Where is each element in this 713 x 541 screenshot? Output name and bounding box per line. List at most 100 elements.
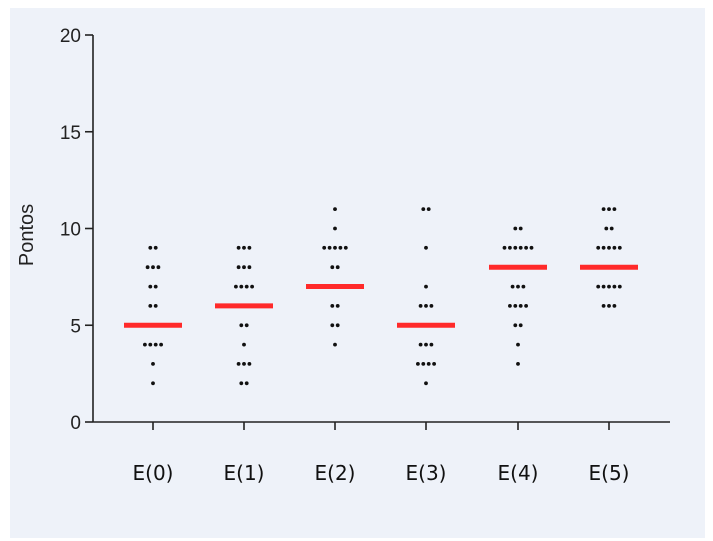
data-point (596, 245, 601, 250)
data-point (333, 342, 337, 347)
data-point (242, 245, 246, 250)
data-point (333, 226, 337, 231)
data-point (424, 284, 428, 289)
data-point (607, 207, 611, 212)
data-point (156, 265, 161, 270)
data-point (242, 342, 246, 347)
data-point (148, 245, 153, 250)
data-point (516, 342, 520, 347)
data-point (247, 265, 252, 270)
y-tick-labels: 0 5 10 15 20 (60, 26, 81, 434)
data-point (612, 284, 617, 289)
data-point (330, 304, 335, 308)
median-lines (124, 264, 638, 328)
data-point (236, 245, 241, 250)
data-point (239, 284, 244, 289)
data-point (327, 245, 332, 250)
data-point (343, 245, 348, 250)
data-point (513, 323, 518, 328)
data-point (426, 207, 431, 212)
data-point (508, 245, 512, 250)
data-point (518, 245, 523, 250)
category-label: E(5) (589, 461, 630, 485)
data-point (148, 342, 153, 347)
data-point (424, 342, 428, 347)
data-point (239, 323, 244, 328)
data-point (426, 362, 431, 366)
data-point (148, 284, 153, 289)
data-point (333, 245, 337, 250)
y-tick-label: 0 (70, 413, 81, 434)
data-point (601, 284, 606, 289)
data-point (502, 245, 507, 250)
data-point (236, 362, 241, 366)
data-point (508, 304, 512, 308)
data-point (153, 304, 158, 308)
data-point (617, 245, 622, 250)
data-point (330, 323, 335, 328)
data-point (601, 245, 606, 250)
y-tick-label: 15 (60, 123, 81, 144)
category-labels: E(0) E(1) E(2) E(3) E(4) E(5) (133, 461, 630, 485)
data-point (159, 342, 164, 347)
data-point (244, 381, 249, 386)
data-point (617, 284, 622, 289)
data-point (335, 304, 340, 308)
dot-plot-chart: 0 5 10 15 20 E(0) E(1) E(2) E(3) E(4) E(5) Pontos (16, 26, 670, 485)
data-point (421, 362, 426, 366)
data-point (524, 245, 528, 250)
data-point (421, 207, 426, 212)
data-point (518, 226, 523, 231)
category-label: E(1) (224, 461, 265, 485)
data-point (612, 245, 617, 250)
data-point (151, 381, 155, 386)
axes (85, 34, 670, 430)
data-point (250, 284, 255, 289)
data-point (424, 245, 428, 250)
data-point (521, 284, 526, 289)
data-point (244, 323, 249, 328)
category-label: E(4) (498, 461, 539, 485)
data-point (607, 304, 611, 308)
data-point (335, 323, 340, 328)
y-tick-label: 20 (60, 26, 81, 47)
data-point (513, 226, 518, 231)
data-point (516, 362, 520, 366)
data-point (424, 381, 428, 386)
data-point (612, 207, 617, 212)
data-point (607, 284, 611, 289)
data-point (513, 245, 518, 250)
data-point (604, 226, 609, 231)
data-point (529, 245, 534, 250)
data-point (516, 284, 520, 289)
data-point (153, 284, 158, 289)
data-point (151, 265, 155, 270)
data-point (513, 304, 518, 308)
data-point (429, 342, 434, 347)
data-point (153, 342, 158, 347)
data-point (151, 362, 155, 366)
data-point (236, 265, 241, 270)
data-point (612, 304, 617, 308)
data-point (596, 284, 601, 289)
data-point (322, 245, 327, 250)
data-point (432, 362, 436, 366)
data-point (429, 304, 434, 308)
data-point (601, 207, 606, 212)
data-point (333, 207, 337, 212)
y-tick-label: 10 (60, 220, 81, 241)
data-point (418, 304, 423, 308)
data-point (607, 245, 611, 250)
data-point (242, 362, 246, 366)
category-label: E(0) (133, 461, 174, 485)
y-tick-label: 5 (70, 316, 81, 337)
data-point (330, 265, 335, 270)
data-point (242, 265, 246, 270)
data-point (424, 304, 428, 308)
data-point (601, 304, 606, 308)
data-point (153, 245, 158, 250)
data-point (247, 362, 252, 366)
category-label: E(3) (406, 461, 447, 485)
data-point (335, 265, 340, 270)
data-point (239, 381, 244, 386)
